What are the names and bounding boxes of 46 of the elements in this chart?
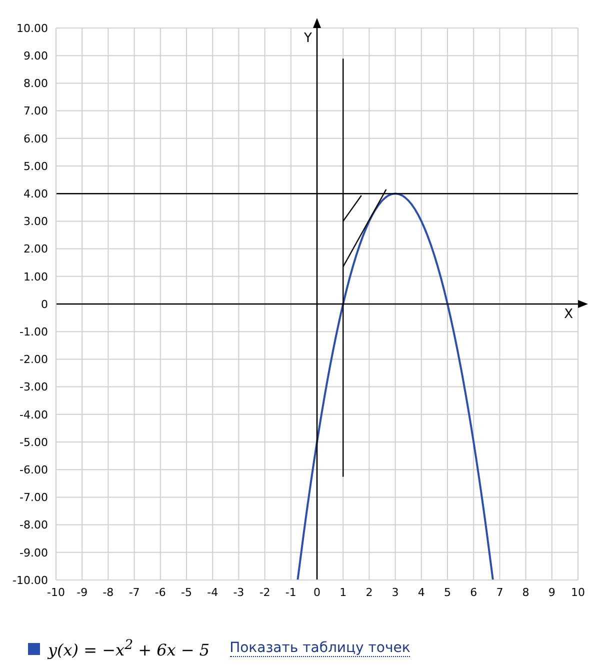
x-tick-label: -6 [154,586,166,599]
x-tick-label: 10 [571,586,585,599]
y-tick-label: -7.00 [20,491,48,504]
y-tick-label: -5.00 [20,436,48,449]
y-tick-label: 4.00 [24,188,48,201]
x-tick-label: 8 [522,586,530,599]
y-tick-label: 3.00 [24,215,48,228]
y-tick-label: 5.00 [24,160,48,173]
y-tick-label: 0 [41,298,48,311]
x-tick-label: 7 [496,586,504,599]
x-tick-label: -3 [233,586,244,599]
y-tick-label: 8.00 [24,77,48,90]
y-tick-label: 1.00 [24,270,48,284]
x-tick-label: -8 [102,586,114,599]
x-tick-label: -5 [181,586,192,599]
x-tick-label: -1 [285,586,296,599]
x-tick-label: 9 [548,586,556,599]
x-tick-label: -10 [47,586,65,599]
y-tick-label: -6.00 [20,464,48,477]
y-tick-label: 10.00 [16,22,48,35]
x-tick-label: 5 [444,586,451,599]
x-tick-label: -4 [207,586,218,599]
x-tick-label: 2 [366,586,373,599]
x-axis-title: X [564,307,574,322]
y-tick-label: 6.00 [24,132,48,146]
y-tick-label: -10.00 [12,574,48,587]
x-tick-label: -7 [128,586,140,599]
x-tick-label: -2 [259,586,270,599]
y-tick-label: -9.00 [20,546,48,560]
y-tick-label: -1.00 [20,326,48,339]
y-tick-label: -8.00 [20,518,48,532]
x-tick-label: 0 [314,586,320,599]
legend-label: y(x) = −x$^{2}$ + 6x − 5 [48,638,210,660]
x-tick-label: -9 [76,586,88,599]
text: Показать таблицу точек [230,640,410,658]
y-tick-label: -4.00 [20,408,48,422]
x-tick-label: 3 [392,586,399,599]
x-tick-label: 6 [470,586,478,599]
x-tick-label: 1 [340,586,347,599]
x-tick-label: 4 [418,586,425,599]
y-tick-label: -3.00 [20,380,48,394]
y-tick-label: 2.00 [24,242,48,256]
y-tick-label: -2.00 [20,353,48,366]
y-tick-label: 9.00 [24,50,48,63]
y-axis-title: Y [303,31,312,46]
y-tick-label: 7.00 [24,104,48,118]
